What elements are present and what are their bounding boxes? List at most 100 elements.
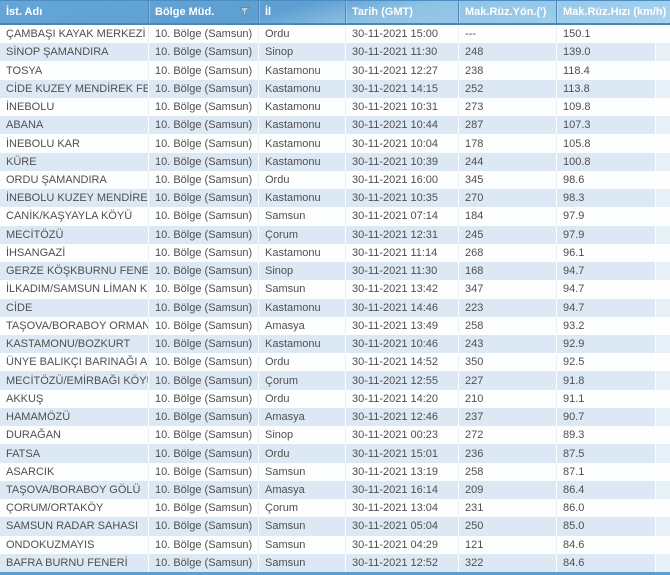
- table-row[interactable]: MECİTÖZÜ/EMİRBAĞI KÖYÜ 10. Bölge (Samsun…: [0, 371, 670, 390]
- cell-tarih-gmt: 30-11-2021 11:14: [345, 243, 458, 263]
- cell-istasyon-adi: SAMSUN RADAR SAHASI: [6, 520, 139, 533]
- table-row[interactable]: CİDE 10. Bölge (Samsun) Kastamonu 30-11-…: [0, 298, 670, 317]
- cell-tarih-gmt: 30-11-2021 10:35: [345, 189, 458, 208]
- cell-tarih-gmt: 30-11-2021 13:19: [345, 462, 458, 481]
- table-header: İst. Adı Bölge Müd. İl Tarih (GMT) Mak.R…: [0, 1, 670, 25]
- cell-istasyon-adi: TOSYA: [6, 64, 43, 77]
- cell-il: Kastamonu: [258, 334, 345, 354]
- table-row[interactable]: TAŞOVA/BORABOY ORMAN S... 10. Bölge (Sam…: [0, 316, 670, 335]
- cell-istasyon-adi: CANİK/KAŞYAYLA KÖYÜ: [6, 210, 133, 223]
- cell-il: Sinop: [258, 262, 345, 281]
- table-row[interactable]: ÇORUM/ORTAKÖY 10. Bölge (Samsun) Çorum 3…: [0, 499, 670, 518]
- cell-mak-ruz-hizi: 94.7: [556, 298, 670, 317]
- table-row[interactable]: HAMAMÖZÜ 10. Bölge (Samsun) Amasya 30-11…: [0, 407, 670, 427]
- cell-il: Kastamonu: [258, 189, 345, 208]
- column-header-tarih-gmt[interactable]: Tarih (GMT): [345, 1, 458, 23]
- cell-mak-ruz-hizi: 91.1: [556, 389, 670, 408]
- table-row[interactable]: SİNOP ŞAMANDIRA 10. Bölge (Samsun) Sinop…: [0, 43, 670, 62]
- cell-mak-ruz-hizi: 96.1: [556, 243, 670, 263]
- cell-istasyon-adi: MECİTÖZÜ: [6, 228, 64, 241]
- cell-istasyon-adi: MECİTÖZÜ/EMİRBAĞI KÖYÜ: [6, 374, 148, 387]
- table-row[interactable]: MECİTÖZÜ 10. Bölge (Samsun) Çorum 30-11-…: [0, 225, 670, 244]
- cell-tarih-gmt: 30-11-2021 10:04: [345, 134, 458, 153]
- cell-bolge-mud: 10. Bölge (Samsun): [148, 97, 258, 117]
- table-row[interactable]: TAŞOVA/BORABOY GÖLÜ 10. Bölge (Samsun) A…: [0, 480, 670, 500]
- cell-il: Samsun: [258, 535, 345, 554]
- column-header-mak-ruz-hizi[interactable]: Mak.Rüz.Hızı (km/h): [556, 1, 670, 23]
- table-row[interactable]: İHSANGAZİ 10. Bölge (Samsun) Kastamonu 3…: [0, 243, 670, 263]
- table-row[interactable]: AKKUŞ 10. Bölge (Samsun) Ordu 30-11-2021…: [0, 389, 670, 408]
- table-row[interactable]: TOSYA 10. Bölge (Samsun) Kastamonu 30-11…: [0, 61, 670, 80]
- table-row[interactable]: İNEBOLU 10. Bölge (Samsun) Kastamonu 30-…: [0, 97, 670, 117]
- cell-istasyon-adi: ÇAMBAŞI KAYAK MERKEZİ: [6, 28, 146, 41]
- table-row[interactable]: ASARCIK 10. Bölge (Samsun) Samsun 30-11-…: [0, 462, 670, 481]
- cell-istasyon-adi: CİDE: [6, 301, 33, 314]
- table-row[interactable]: ORDU ŞAMANDIRA 10. Bölge (Samsun) Ordu 3…: [0, 170, 670, 190]
- cell-mak-ruz-yon: 244: [458, 152, 556, 171]
- cell-bolge-mud: 10. Bölge (Samsun): [148, 334, 258, 354]
- cell-mak-ruz-hizi: 105.8: [556, 134, 670, 153]
- table-row[interactable]: GERZE KÖŞKBURNU FENERİ 10. Bölge (Samsun…: [0, 262, 670, 281]
- cell-tarih-gmt: 30-11-2021 14:20: [345, 389, 458, 408]
- table-row[interactable]: ÇAMBAŞI KAYAK MERKEZİ 10. Bölge (Samsun)…: [0, 25, 670, 44]
- cell-istasyon-adi: ÇORUM/ORTAKÖY: [6, 502, 104, 515]
- cell-mak-ruz-hizi: 92.5: [556, 353, 670, 372]
- table-row[interactable]: ONDOKUZMAYIS 10. Bölge (Samsun) Samsun 3…: [0, 535, 670, 554]
- cell-mak-ruz-yon: 268: [458, 243, 556, 263]
- cell-tarih-gmt: 30-11-2021 15:01: [345, 444, 458, 463]
- cell-bolge-mud: 10. Bölge (Samsun): [148, 243, 258, 263]
- cell-istasyon-adi: BAFRA BURNU FENERİ: [6, 556, 128, 569]
- cell-mak-ruz-hizi: 87.5: [556, 444, 670, 463]
- cell-mak-ruz-yon: 168: [458, 262, 556, 281]
- cell-mak-ruz-yon: 243: [458, 334, 556, 354]
- cell-tarih-gmt: 30-11-2021 10:39: [345, 152, 458, 171]
- column-header-bolge-mud[interactable]: Bölge Müd.: [148, 1, 258, 23]
- cell-mak-ruz-yon: 252: [458, 79, 556, 98]
- cell-mak-ruz-hizi: 107.3: [556, 116, 670, 135]
- cell-istasyon-adi: SİNOP ŞAMANDIRA: [6, 46, 109, 59]
- cell-il: Kastamonu: [258, 61, 345, 80]
- table-row[interactable]: FATSA 10. Bölge (Samsun) Ordu 30-11-2021…: [0, 444, 670, 463]
- cell-bolge-mud: 10. Bölge (Samsun): [148, 225, 258, 244]
- table-row[interactable]: İNEBOLU KUZEY MENDİREK FE... 10. Bölge (…: [0, 189, 670, 208]
- table-row[interactable]: CİDE KUZEY MENDİREK FENERİ 10. Bölge (Sa…: [0, 79, 670, 98]
- cell-mak-ruz-yon: 184: [458, 207, 556, 226]
- cell-bolge-mud: 10. Bölge (Samsun): [148, 189, 258, 208]
- column-header-istasyon-adi[interactable]: İst. Adı: [6, 6, 43, 18]
- funnel-filter-icon[interactable]: [239, 7, 250, 18]
- table-row[interactable]: SAMSUN RADAR SAHASI 10. Bölge (Samsun) S…: [0, 517, 670, 536]
- table-row[interactable]: ÜNYE BALIKÇI BARINAĞI ANA ... 10. Bölge …: [0, 353, 670, 372]
- column-header-mak-ruz-yon[interactable]: Mak.Rüz.Yön.('): [458, 1, 556, 23]
- cell-bolge-mud: 10. Bölge (Samsun): [148, 353, 258, 372]
- cell-il: Samsun: [258, 517, 345, 536]
- cell-il: Kastamonu: [258, 152, 345, 171]
- cell-bolge-mud: 10. Bölge (Samsun): [148, 444, 258, 463]
- table-row[interactable]: CANİK/KAŞYAYLA KÖYÜ 10. Bölge (Samsun) S…: [0, 207, 670, 226]
- cell-mak-ruz-hizi: 98.3: [556, 189, 670, 208]
- cell-mak-ruz-yon: 227: [458, 371, 556, 390]
- cell-istasyon-adi: İHSANGAZİ: [6, 246, 66, 259]
- cell-mak-ruz-hizi: 139.0: [556, 43, 670, 62]
- cell-mak-ruz-hizi: 84.6: [556, 535, 670, 554]
- cell-bolge-mud: 10. Bölge (Samsun): [148, 462, 258, 481]
- table-row[interactable]: İNEBOLU KAR 10. Bölge (Samsun) Kastamonu…: [0, 134, 670, 153]
- column-header-il[interactable]: İl: [258, 1, 345, 23]
- cell-il: Kastamonu: [258, 298, 345, 317]
- table-row[interactable]: ABANA 10. Bölge (Samsun) Kastamonu 30-11…: [0, 116, 670, 135]
- cell-istasyon-adi: ONDOKUZMAYIS: [6, 538, 95, 551]
- cell-mak-ruz-hizi: 118.4: [556, 61, 670, 80]
- cell-tarih-gmt: 30-11-2021 05:04: [345, 517, 458, 536]
- cell-il: Kastamonu: [258, 79, 345, 98]
- table-row[interactable]: KASTAMONU/BOZKURT 10. Bölge (Samsun) Kas…: [0, 334, 670, 354]
- table-row[interactable]: İLKADIM/SAMSUN LİMAN KUZ... 10. Bölge (S…: [0, 280, 670, 299]
- cell-bolge-mud: 10. Bölge (Samsun): [148, 134, 258, 153]
- cell-mak-ruz-hizi: 97.9: [556, 207, 670, 226]
- cell-mak-ruz-yon: 231: [458, 499, 556, 518]
- table-row[interactable]: KÜRE 10. Bölge (Samsun) Kastamonu 30-11-…: [0, 152, 670, 171]
- cell-bolge-mud: 10. Bölge (Samsun): [148, 480, 258, 500]
- cell-istasyon-adi: İNEBOLU: [6, 101, 55, 114]
- table-row[interactable]: DURAĞAN 10. Bölge (Samsun) Sinop 30-11-2…: [0, 426, 670, 445]
- table-row[interactable]: BAFRA BURNU FENERİ 10. Bölge (Samsun) Sa…: [0, 553, 670, 573]
- cell-mak-ruz-yon: 245: [458, 225, 556, 244]
- cell-tarih-gmt: 30-11-2021 04:29: [345, 535, 458, 554]
